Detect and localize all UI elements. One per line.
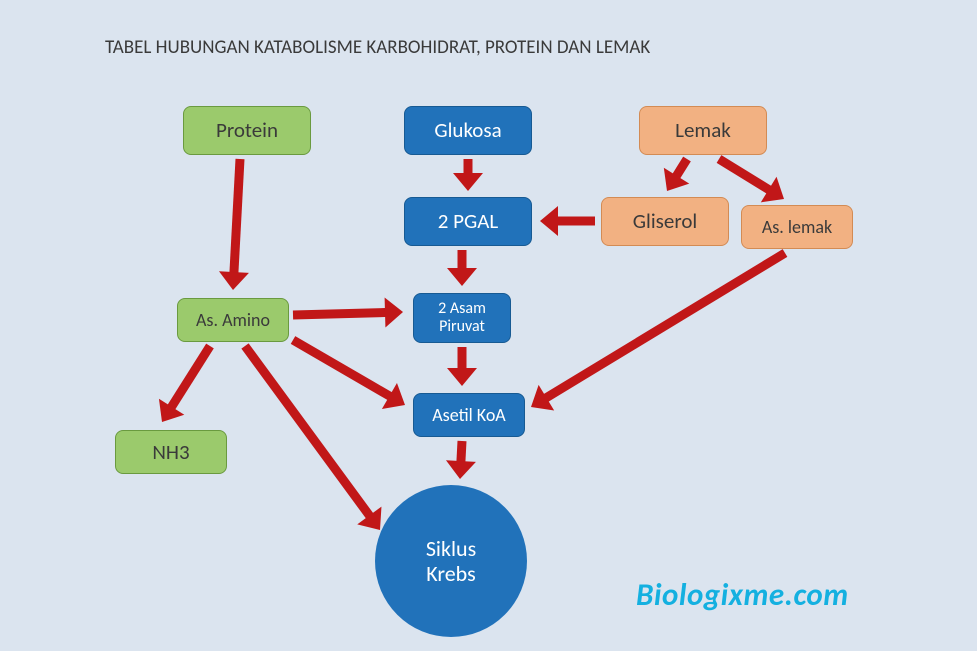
arrowhead-piruvat-to-asetil [447, 368, 477, 386]
diagram-title: TABEL HUBUNGAN KATABOLISME KARBOHIDRAT, … [105, 36, 650, 59]
arrowhead-gliserol-to-pgal [540, 206, 558, 236]
arrowhead-protein-to-asamino [219, 271, 249, 290]
node-glukosa: Glukosa [404, 106, 532, 155]
node-asetil: Asetil KoA [413, 393, 525, 437]
node-pgal: 2 PGAL [404, 197, 532, 246]
node-asamino: As. Amino [177, 298, 289, 342]
diagram-canvas: TABEL HUBUNGAN KATABOLISME KARBOHIDRAT, … [0, 0, 977, 651]
arrowhead-pgal-to-piruvat [447, 268, 477, 286]
node-lemak: Lemak [639, 106, 767, 155]
node-protein: Protein [183, 106, 311, 155]
node-gliserol: Gliserol [601, 197, 729, 246]
arrowhead-asetil-to-krebs [446, 460, 476, 479]
arrow-lemak-to-gliserol [672, 159, 687, 183]
arrow-protein-to-asamino [234, 159, 240, 280]
node-nh3: NH3 [115, 430, 227, 474]
arrowhead-asamino-to-piruvat [385, 297, 403, 327]
arrow-aslemak-to-asetil [539, 253, 785, 402]
node-aslemak: As. lemak [741, 205, 853, 249]
arrowhead-asamino-to-krebs [357, 507, 381, 530]
arrow-asetil-to-krebs [461, 441, 462, 469]
arrowhead-asamino-to-asetil [382, 383, 405, 409]
arrow-asamino-to-piruvat [293, 312, 393, 315]
arrowhead-lemak-to-gliserol [664, 168, 689, 191]
arrowhead-asamino-to-nh3 [159, 399, 184, 422]
arrowhead-aslemak-to-asetil [531, 385, 554, 411]
arrow-asamino-to-krebs [245, 346, 374, 522]
watermark: Biologixme.com [636, 576, 849, 614]
arrowhead-glukosa-to-pgal [453, 173, 483, 191]
arrowhead-lemak-to-aslemak [761, 177, 784, 203]
node-piruvat: 2 Asam Piruvat [413, 293, 511, 343]
node-krebs: Siklus Krebs [375, 485, 527, 637]
arrow-asamino-to-nh3 [167, 346, 210, 414]
arrow-asamino-to-asetil [293, 340, 396, 400]
arrow-lemak-to-aslemak [719, 159, 776, 194]
